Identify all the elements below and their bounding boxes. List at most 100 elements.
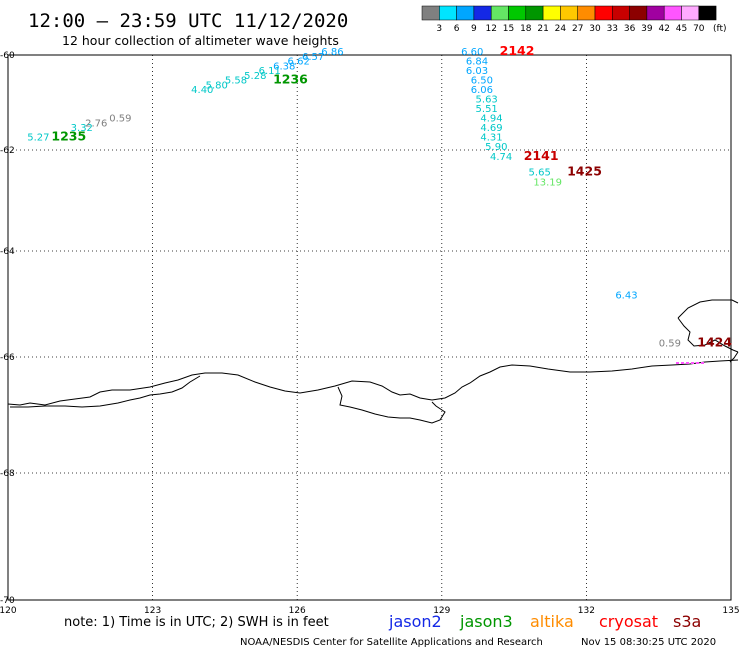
colorbar-swatch <box>560 5 578 21</box>
colorbar-swatch <box>439 5 457 21</box>
colorbar-tick-label: 12 <box>485 24 496 34</box>
mission-legend: jason2 jason3 altika cryosat s3a <box>388 612 701 631</box>
wave-height-value: 6.03 <box>466 66 488 77</box>
wave-height-value: 0.59 <box>109 114 131 125</box>
wave-height-value: 5.28 <box>244 71 266 82</box>
wave-height-value: 6.43 <box>615 291 637 302</box>
colorbar-unit: (ft) <box>713 24 727 34</box>
mission-legend-item: s3a <box>673 612 701 631</box>
colorbar-tick-label: 30 <box>589 24 601 34</box>
wave-height-value: 6.50 <box>471 76 493 87</box>
longitude-tick-label: 135 <box>722 606 739 616</box>
latitude-tick-label: -66 <box>0 353 15 363</box>
colorbar-tick-label: 6 <box>454 24 460 34</box>
wave-height-value: 0.59 <box>659 338 681 349</box>
pass-time-labels: 1235 1236 2142 2141 1425 1424 <box>51 43 732 349</box>
colorbar-tick-label: 9 <box>471 24 477 34</box>
wave-height-value: 6.11 <box>259 66 281 77</box>
wave-height-value: 6.84 <box>466 57 488 68</box>
colorbar-swatch <box>663 5 682 21</box>
colorbar-tick-label: 18 <box>520 24 532 34</box>
longitude-tick-label: 126 <box>289 606 306 616</box>
wave-height-value: 13.19 <box>533 177 562 188</box>
wave-height-colorbar: 3 6 9 12 15 18 21 24 27 30 33 36 39 42 45 70 <box>421 5 717 34</box>
colorbar-swatch <box>542 5 561 21</box>
latitude-tick-label: -68 <box>0 469 15 479</box>
colorbar-tick-label: 15 <box>503 24 514 34</box>
pass-time-label: 1235 <box>51 129 86 144</box>
wave-height-value: 4.94 <box>480 114 502 125</box>
graticule <box>8 55 731 600</box>
latitude-tick-label: -60 <box>0 51 15 61</box>
colorbar-tick-label: 70 <box>693 24 705 34</box>
colorbar-swatch <box>421 5 440 21</box>
colorbar-tick-label: 21 <box>537 24 548 34</box>
colorbar-swatch <box>646 5 665 21</box>
mission-legend-item: cryosat <box>599 612 658 631</box>
wave-height-value: 5.80 <box>206 80 228 91</box>
colorbar-swatch <box>456 5 475 21</box>
wave-height-value: 6.06 <box>471 85 493 96</box>
latitude-tick-label: -64 <box>0 247 15 257</box>
pass-time-label: 1236 <box>273 72 308 87</box>
colorbar-tick-label: 24 <box>555 24 567 34</box>
coastline <box>7 359 739 406</box>
wave-height-value: 4.31 <box>480 133 502 144</box>
wave-height-value: 4.74 <box>490 152 512 163</box>
pass-time-label: 1424 <box>697 334 732 349</box>
colorbar-tick-label: 39 <box>641 24 653 34</box>
colorbar-tick-label: 42 <box>658 24 669 34</box>
footer-credit: NOAA/NESDIS Center for Satellite Applica… <box>240 637 543 648</box>
colorbar-swatch <box>629 5 648 21</box>
colorbar-swatch <box>681 5 700 21</box>
wave-height-value: 5.58 <box>225 76 247 87</box>
colorbar-swatch <box>594 5 613 21</box>
footer-timestamp: Nov 15 08:30:25 UTC 2020 <box>581 637 716 648</box>
longitude-tick-label: 120 <box>0 606 17 616</box>
pass-time-label: 2141 <box>524 148 559 163</box>
wave-height-value: 6.38 <box>273 61 295 72</box>
colorbar-swatch <box>698 5 717 21</box>
wave-height-value: 6.57 <box>302 52 324 63</box>
longitude-tick-label: 129 <box>433 606 450 616</box>
colorbar-swatch <box>508 5 527 21</box>
coastline-bay <box>337 386 446 424</box>
longitude-tick-label: 132 <box>578 606 595 616</box>
map-title: 12:00 – 23:59 UTC 11/12/2020 <box>28 10 348 32</box>
longitude-tick-label: 123 <box>144 606 161 616</box>
plot-area: 120 123 126 129 132 135 -60 -62 -64 -66 -68 -70 <box>0 51 740 616</box>
coastline-peninsula <box>677 299 739 319</box>
legend-note: note: 1) Time is in UTC; 2) SWH is in fe… <box>64 615 329 630</box>
axis-tick-labels: 120 123 126 129 132 135 -60 -62 -64 -66 -68 -70 <box>0 51 740 616</box>
colorbar-swatch <box>525 5 544 21</box>
mission-legend-item: jason3 <box>459 612 513 631</box>
wave-height-value: 5.27 <box>27 133 49 144</box>
colorbar-tick-label: 27 <box>572 24 583 34</box>
wave-height-value: 6.86 <box>321 47 343 58</box>
colorbar-tick-label: 45 <box>676 24 687 34</box>
coastline-cape <box>677 317 739 353</box>
latitude-tick-label: -62 <box>0 146 15 156</box>
mission-legend-item: jason2 <box>388 612 442 631</box>
wave-height-value: 5.65 <box>529 167 551 178</box>
wave-height-value: 5.63 <box>476 95 498 106</box>
wave-height-labels: 5.273.322.76 0.594.405.805.585.286.116.38… <box>27 47 681 349</box>
coastline-ice-tongue <box>10 375 201 408</box>
colorbar-swatch <box>577 5 596 21</box>
plot-frame <box>7 54 732 601</box>
colorbar-tick-label: 3 <box>436 24 442 34</box>
map-subtitle: 12 hour collection of altimeter wave hei… <box>62 33 339 48</box>
wave-height-value: 2.76 <box>85 118 107 129</box>
wave-height-value: 6.62 <box>288 57 310 68</box>
coastline-cape-east <box>729 351 739 363</box>
wave-height-value: 5.51 <box>476 104 498 115</box>
pass-time-label: 2142 <box>500 43 535 58</box>
colorbar-tick-label: 33 <box>607 24 618 34</box>
mission-legend-item: altika <box>530 612 574 631</box>
wave-height-value: 6.60 <box>461 47 483 58</box>
wave-height-value: 5.90 <box>485 142 507 153</box>
latitude-tick-label: -70 <box>0 596 15 606</box>
colorbar-swatch <box>490 5 509 21</box>
colorbar-swatch <box>612 5 630 21</box>
